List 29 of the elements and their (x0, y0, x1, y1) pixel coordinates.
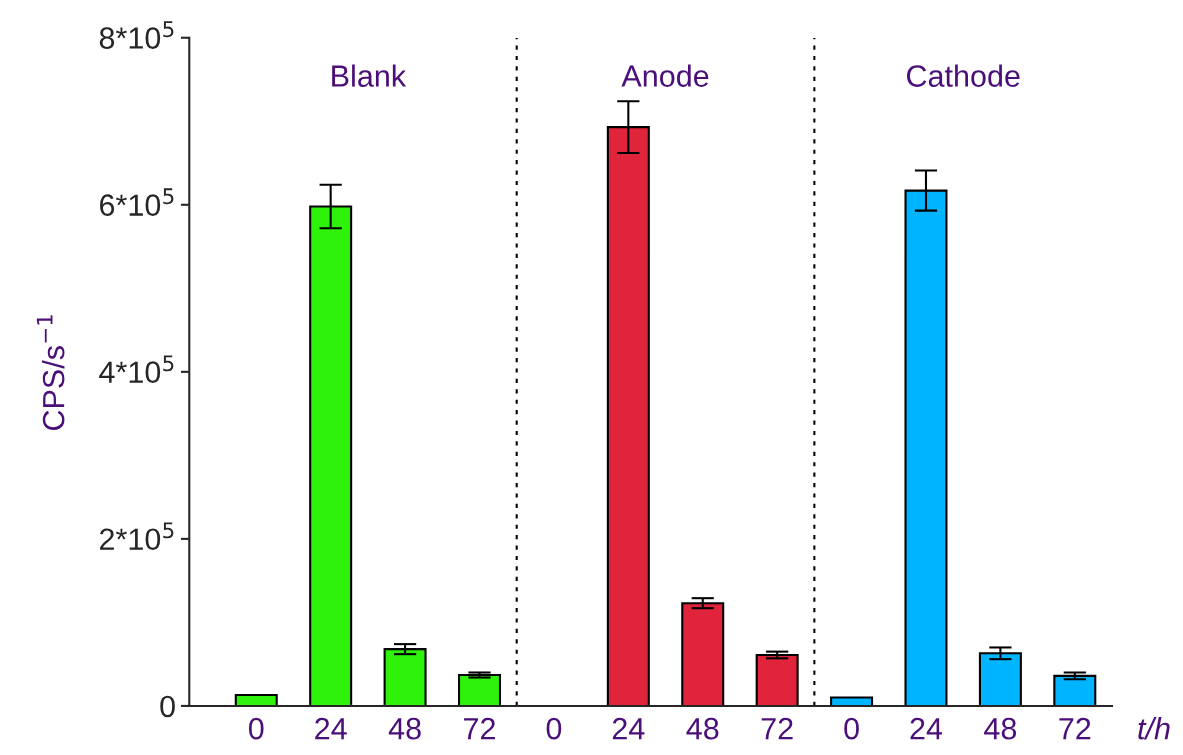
x-tick-label: 24 (612, 717, 645, 740)
y-tick-label: 0 (160, 695, 175, 718)
bar (457, 673, 501, 706)
bar (978, 652, 1022, 706)
x-axis-title: t/h (1138, 717, 1170, 740)
x-tick-label: 72 (1059, 717, 1091, 740)
y-axis-title: CPS/s$^{−1}$ (36, 315, 65, 431)
x-tick-label: 72 (464, 717, 495, 740)
bar (755, 653, 799, 706)
annotation: Cathode (906, 64, 1020, 87)
x-tick-label: 48 (388, 717, 421, 740)
y-tick-label: 4*10$^{5}$ (99, 355, 174, 383)
bar (1053, 674, 1097, 706)
annotation: Anode (621, 64, 709, 87)
bar (681, 602, 725, 706)
x-tick-label: 72 (761, 717, 793, 740)
y-tick-label: 2*10$^{5}$ (100, 522, 174, 551)
x-tick-label: 48 (984, 717, 1017, 740)
y-tick-label: 8*10$^{5}$ (99, 21, 174, 49)
x-tick-label: 48 (686, 717, 719, 740)
x-tick-label: 0 (844, 717, 859, 740)
x-tick-label: 24 (315, 717, 347, 740)
annotation: Blank (332, 64, 407, 87)
x-tick-label: 24 (910, 717, 943, 740)
x-tick-label: 0 (546, 717, 562, 740)
bar (234, 694, 278, 706)
bar (383, 648, 427, 706)
x-tick-label: 0 (248, 717, 264, 740)
y-tick-label: 6*10$^{5}$ (100, 188, 174, 216)
